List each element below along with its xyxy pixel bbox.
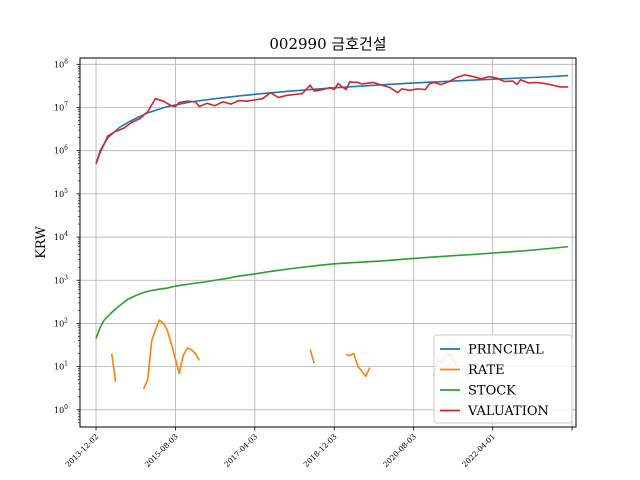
plot-area xyxy=(95,74,569,390)
series-line-rate xyxy=(110,319,470,390)
legend: PRINCIPAL RATE STOCK VALUATION xyxy=(433,334,573,424)
legend-label-rate: RATE xyxy=(468,363,505,378)
legend-box xyxy=(433,334,573,424)
chart-title: 002990 금호건설 xyxy=(269,35,386,53)
y-tick-label: 104 xyxy=(54,231,68,242)
y-tick-label: 106 xyxy=(54,145,68,156)
series-line-valuation xyxy=(95,74,569,164)
y-tick-label: 102 xyxy=(54,317,68,328)
legend-label-valuation: VALUATION xyxy=(467,404,549,419)
legend-label-principal: PRINCIPAL xyxy=(468,343,544,358)
y-tick-label: 100 xyxy=(54,404,68,415)
y-tick-label: 107 xyxy=(54,101,68,112)
y-axis-label: KRW xyxy=(34,226,49,259)
y-tick-label: 105 xyxy=(54,188,68,199)
series-line-principal xyxy=(95,74,569,164)
y-tick-label: 103 xyxy=(54,274,68,285)
axes-frame xyxy=(79,57,577,428)
legend-label-stock: STOCK xyxy=(468,384,516,399)
y-tick-label: 108 xyxy=(54,58,68,69)
y-tick-label: 101 xyxy=(54,361,68,372)
series-line-stock xyxy=(95,245,569,339)
